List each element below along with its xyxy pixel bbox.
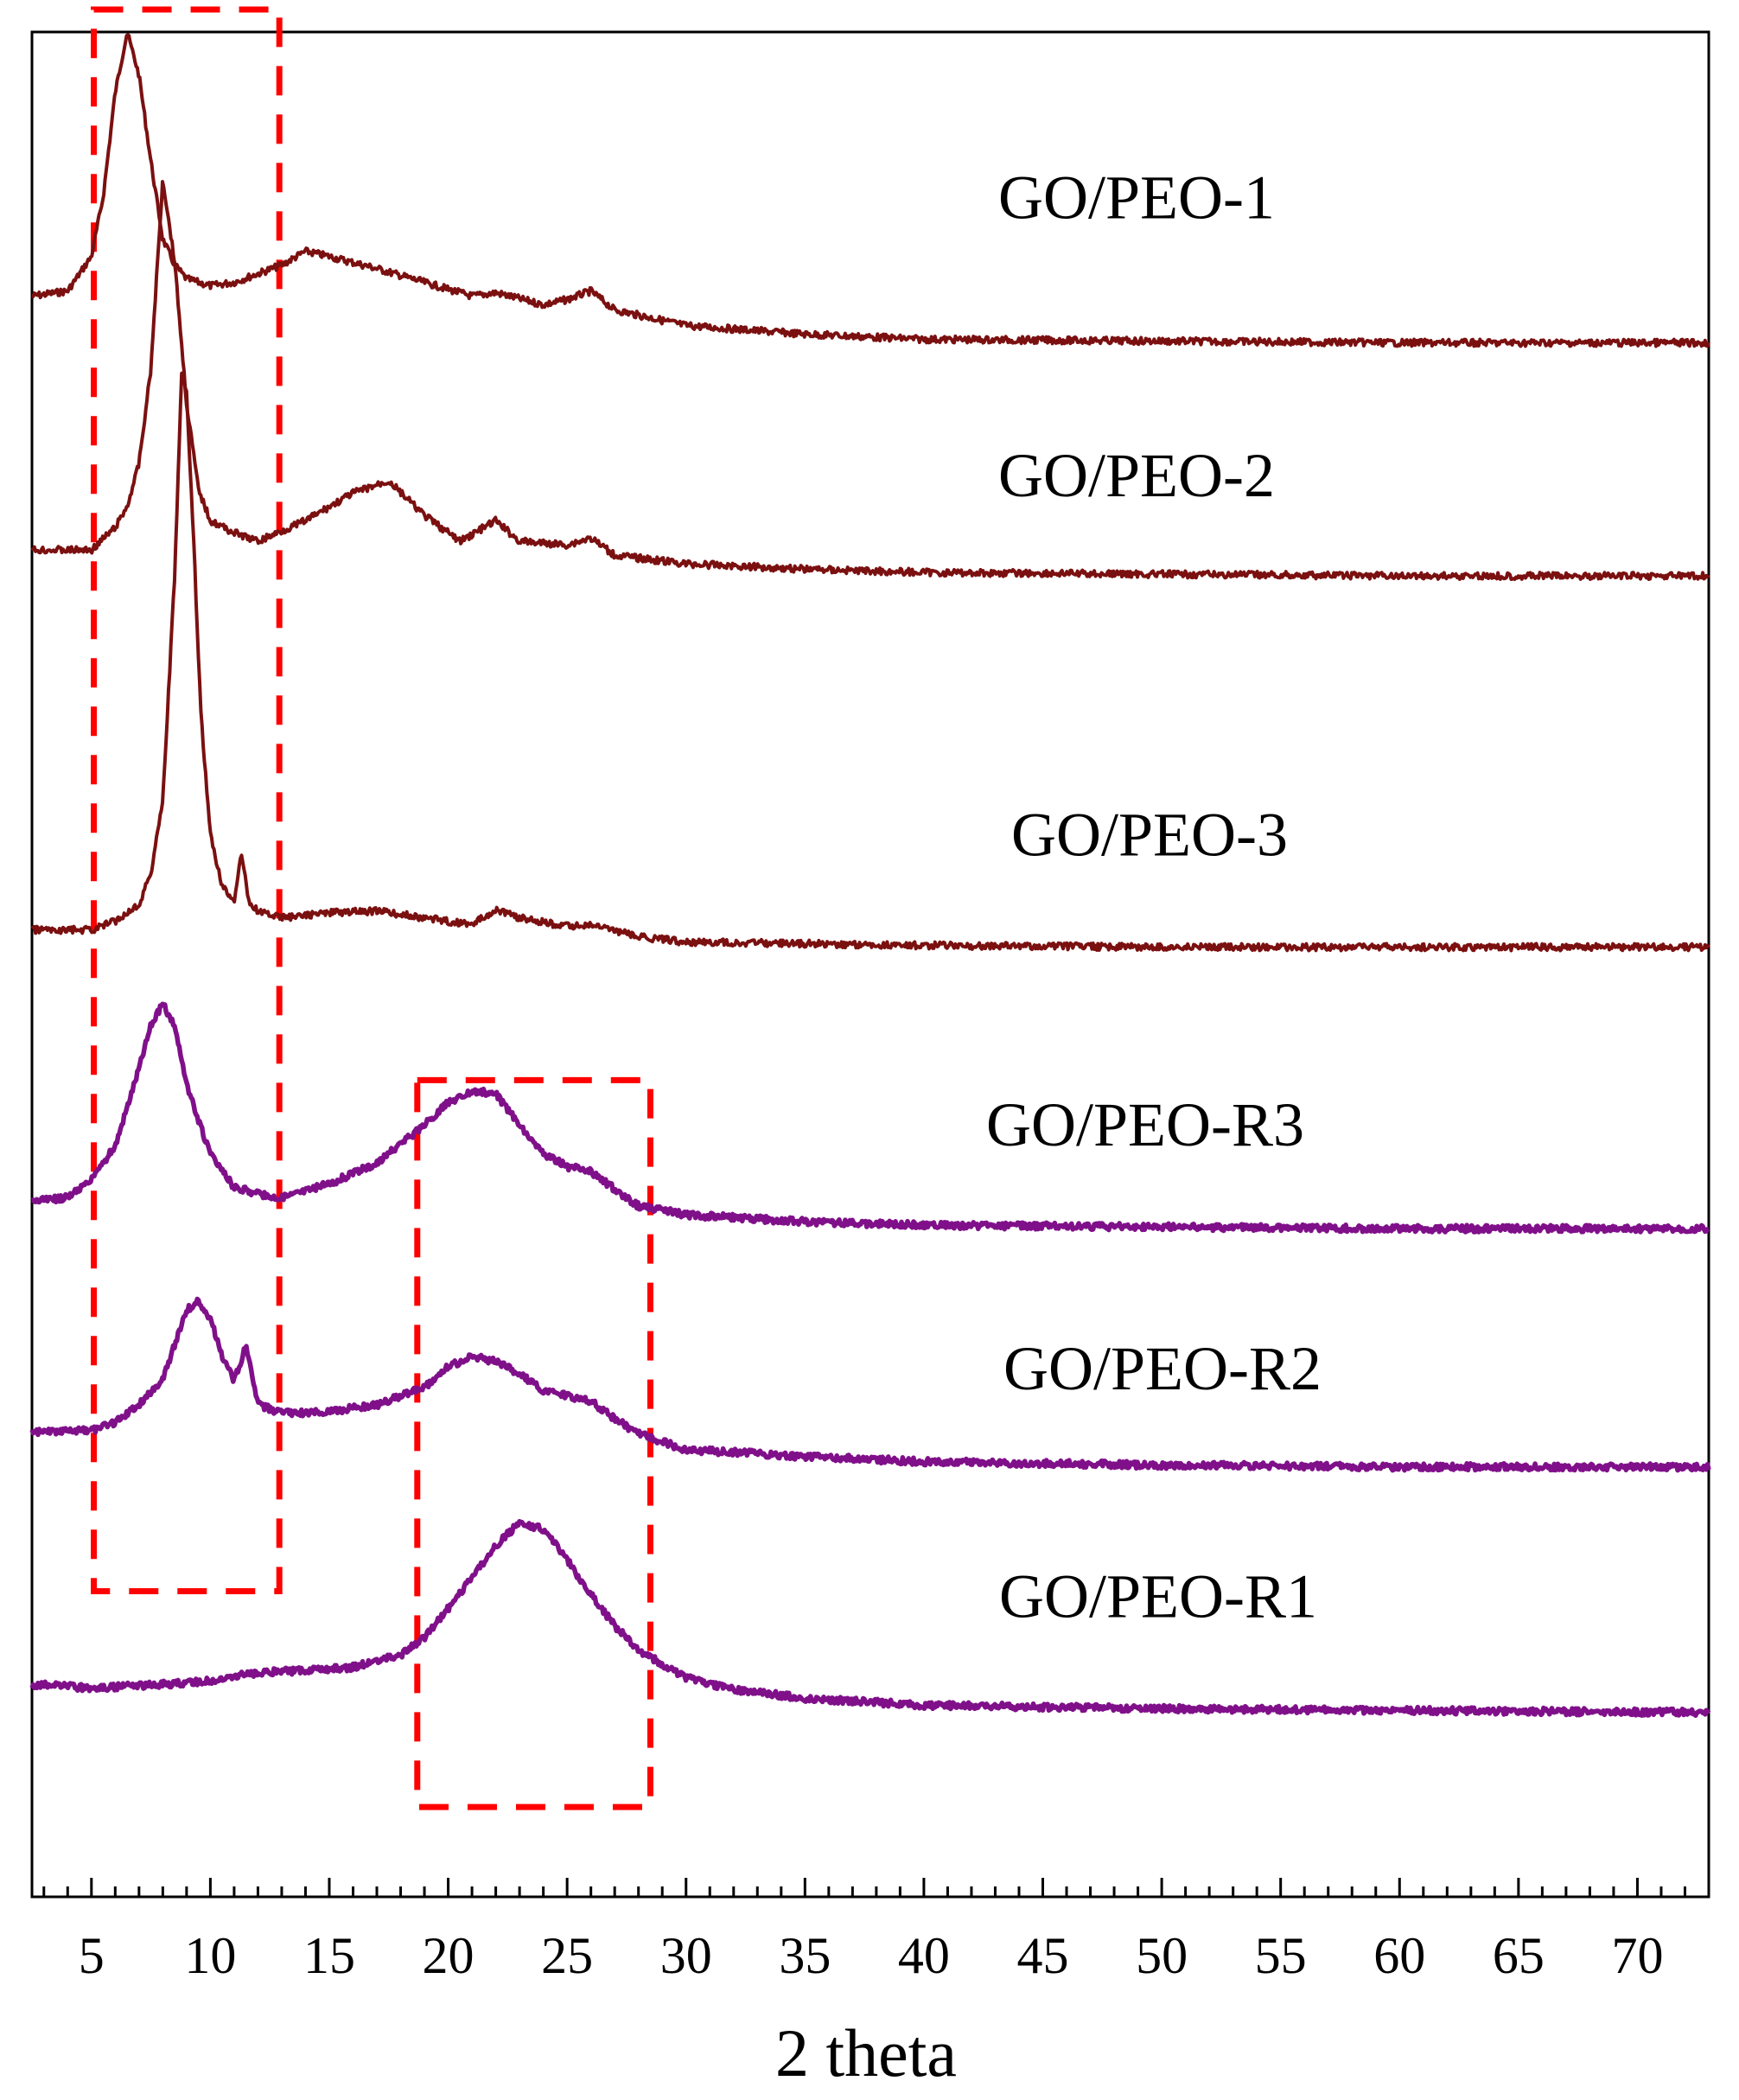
series-line-go-peo-r3 <box>30 1001 1710 1235</box>
series-line-go-peo-3 <box>30 371 1710 953</box>
x-axis-ticks: 5 10 15 20 25 30 35 40 45 50 55 60 65 70 <box>42 1878 1710 1984</box>
plot-frame <box>30 30 1710 1899</box>
series-line-go-peo-1 <box>31 33 1710 348</box>
x-tick-label-10: 10 <box>184 1927 236 1984</box>
x-tick-label-35: 35 <box>779 1927 831 1984</box>
x-tick-label-20: 20 <box>423 1927 475 1984</box>
series-label-3: GO/PEO-3 <box>1011 801 1288 870</box>
x-tick-label-70: 70 <box>1611 1927 1663 1984</box>
x-tick-label-40: 40 <box>898 1927 950 1984</box>
x-tick-label-5: 5 <box>79 1927 105 1984</box>
series-label-5: GO/PEO-R2 <box>1003 1334 1322 1403</box>
x-tick-label-45: 45 <box>1017 1927 1069 1984</box>
x-tick-label-65: 65 <box>1493 1927 1545 1984</box>
x-tick-label-30: 30 <box>660 1927 712 1984</box>
series-line-go-peo-2 <box>30 180 1710 581</box>
series-line-go-peo-r1 <box>29 1518 1711 1719</box>
series-label-2: GO/PEO-2 <box>998 441 1275 510</box>
x-tick-label-55: 55 <box>1255 1927 1307 1984</box>
x-tick-label-15: 15 <box>303 1927 355 1984</box>
series-line-go-peo-r2 <box>29 1296 1711 1473</box>
dashed-box-2 <box>414 1076 653 1810</box>
x-axis-label: 2 theta <box>775 2015 957 2090</box>
series-label-1: GO/PEO-1 <box>998 163 1275 233</box>
x-tick-label-60: 60 <box>1373 1927 1425 1984</box>
x-tick-label-25: 25 <box>541 1927 593 1984</box>
dashed-box-1 <box>91 6 283 1594</box>
dashed-highlight-boxes <box>91 6 653 1810</box>
series-labels: GO/PEO-1 GO/PEO-2 GO/PEO-3 GO/PEO-R3 GO/PEO-… <box>986 163 1322 1631</box>
series-label-4: GO/PEO-R3 <box>986 1090 1304 1159</box>
series-lines <box>29 33 1711 1719</box>
series-label-6: GO/PEO-R1 <box>999 1561 1317 1631</box>
x-tick-label-50: 50 <box>1136 1927 1188 1984</box>
